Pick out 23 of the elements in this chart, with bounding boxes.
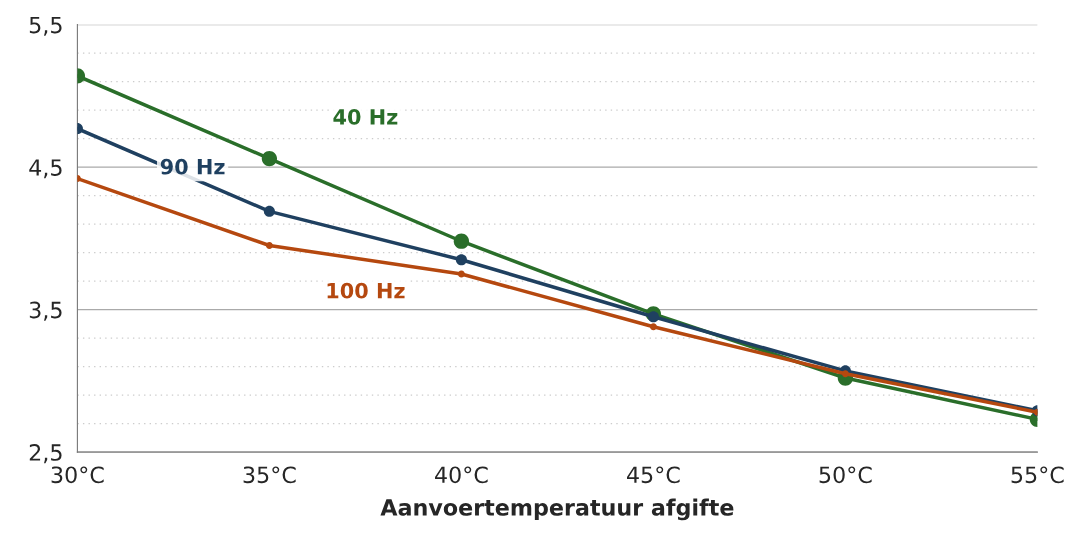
point <box>841 370 849 378</box>
x-tick-label: 55°C <box>1011 466 1064 484</box>
series-label: 90 Hz <box>160 158 225 175</box>
text: 40 Hz <box>333 108 398 125</box>
x-tick-label: 45°C <box>627 466 680 484</box>
y-tick-label: 2,5 <box>29 444 62 464</box>
point <box>453 233 470 249</box>
point <box>647 311 659 323</box>
point <box>263 205 275 217</box>
y-tick-label: 4,5 <box>29 159 62 179</box>
x-tick-label: 50°C <box>819 466 872 484</box>
x-tick-label: 40°C <box>435 466 488 484</box>
point <box>649 323 657 331</box>
point <box>457 270 465 278</box>
point <box>455 254 467 266</box>
x-tick-label: 30°C <box>51 466 104 484</box>
y-tick-label: 3,5 <box>29 301 62 321</box>
point <box>261 150 278 167</box>
y-tick-label: 5,5 <box>29 16 62 36</box>
x-axis-title: Aanvoertemperatuur afgifte <box>380 498 734 521</box>
x-tick-label: 35°C <box>243 466 296 484</box>
series-label: 100 Hz <box>327 282 405 299</box>
point <box>265 242 273 249</box>
